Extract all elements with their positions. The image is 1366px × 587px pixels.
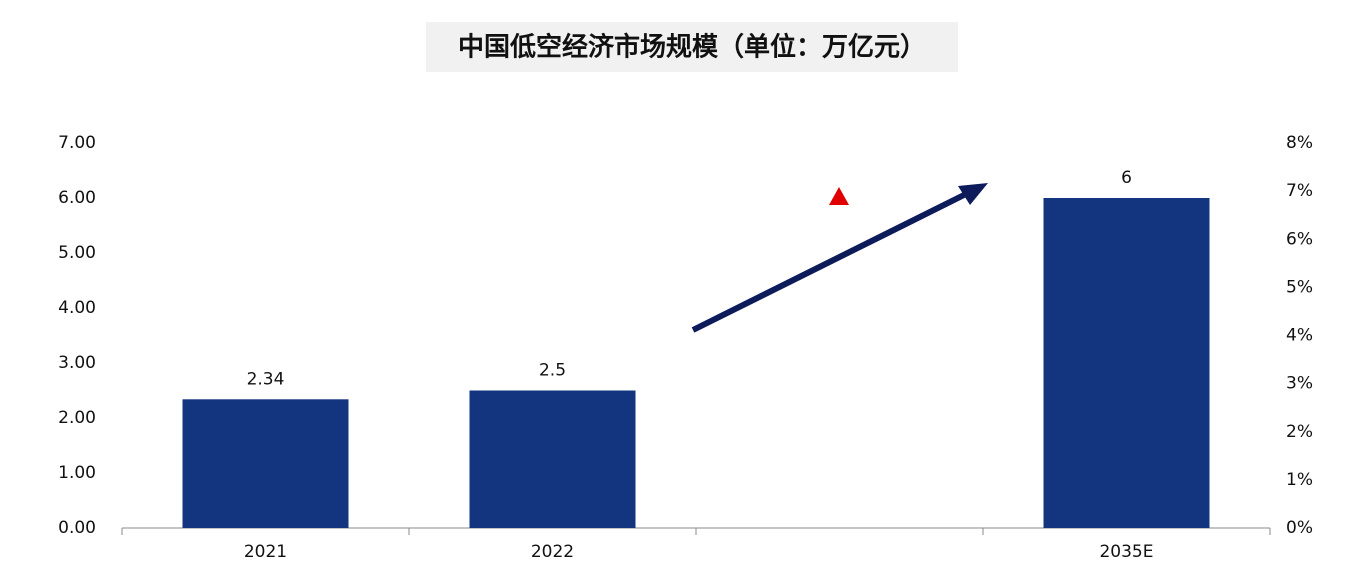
bar xyxy=(182,399,349,528)
x-tick-label: 2021 xyxy=(244,542,287,562)
y2-tick-label: 6% xyxy=(1286,229,1313,249)
category-separators xyxy=(121,528,1271,535)
x-tick-label: 2022 xyxy=(531,542,574,562)
y2-tick-label: 1% xyxy=(1286,470,1313,490)
y-tick-label: 6.00 xyxy=(58,188,96,208)
y2-tick-label: 3% xyxy=(1286,374,1313,394)
y-tick-label: 7.00 xyxy=(58,133,96,153)
x-tick-label: 2035E xyxy=(1099,542,1153,562)
data-label: 6 xyxy=(1121,168,1132,188)
trend-arrow xyxy=(691,189,972,333)
y2-tick-label: 5% xyxy=(1286,277,1313,297)
y-tick-label: 2.00 xyxy=(58,408,96,428)
y2-tick-label: 4% xyxy=(1286,326,1313,346)
data-label: 2.5 xyxy=(539,361,566,381)
y2-tick-label: 7% xyxy=(1286,181,1313,201)
y-tick-label: 3.00 xyxy=(58,353,96,373)
up-triangle xyxy=(829,187,849,205)
y-tick-label: 5.00 xyxy=(58,243,96,263)
chart-title: 中国低空经济市场规模（单位：万亿元） xyxy=(458,32,926,63)
y-tick-label: 1.00 xyxy=(58,463,96,483)
y2-tick-label: 0% xyxy=(1286,518,1313,538)
y2-tick-label: 8% xyxy=(1286,133,1313,153)
title-background xyxy=(426,22,958,72)
y2-tick-label: 2% xyxy=(1286,422,1313,442)
y-tick-label: 4.00 xyxy=(58,298,96,318)
data-label: 2.34 xyxy=(247,369,285,389)
arrow-head xyxy=(958,183,988,205)
bar xyxy=(1043,198,1210,528)
y-tick-label: 0.00 xyxy=(58,518,96,538)
bar xyxy=(469,390,636,528)
